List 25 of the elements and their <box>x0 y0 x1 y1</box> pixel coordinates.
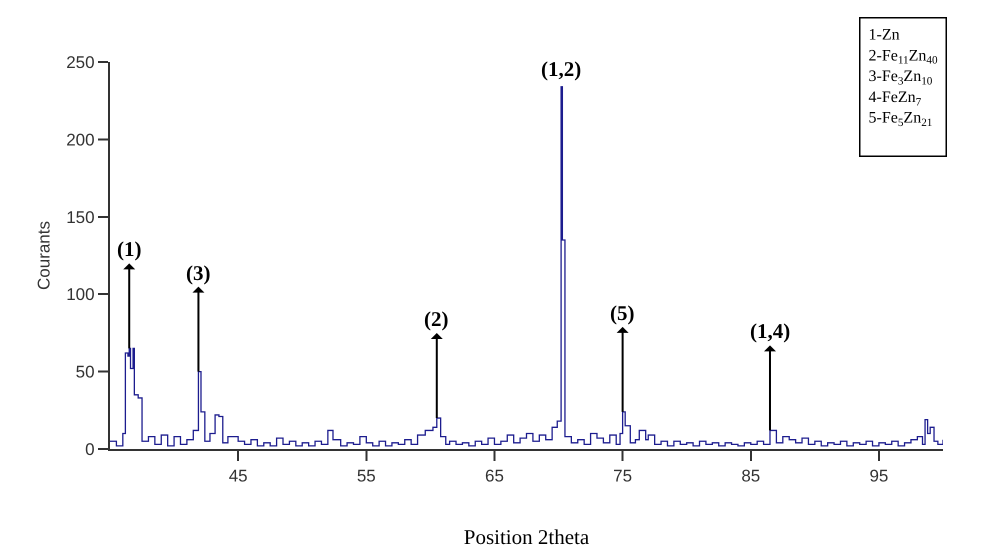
annotation: (2) <box>424 307 448 331</box>
annotation: (1) <box>117 237 142 261</box>
annotation: (3) <box>186 261 210 285</box>
x-tick-label: 45 <box>228 466 248 486</box>
annotation: (5) <box>610 301 634 325</box>
x-tick-label: 85 <box>741 466 760 486</box>
x-tick-label: 75 <box>613 466 632 486</box>
y-tick-label: 150 <box>66 208 95 227</box>
annotation: 2-Fe$_{11}$Zn$_{40}$ <box>868 47 938 67</box>
y-tick-label: 0 <box>85 440 95 459</box>
annotation: 4-FeZn$_{7}$ <box>868 88 922 108</box>
x-axis-title: Position 2theta <box>464 525 590 550</box>
y-axis-title: Courants <box>34 221 54 290</box>
annotation: (1,2) <box>541 57 582 81</box>
y-tick-label: 250 <box>66 52 95 72</box>
annotation: (1,4) <box>750 319 790 343</box>
text: 1-Zn <box>868 26 900 44</box>
y-tick-label: 200 <box>66 130 95 150</box>
annotation: 5-Fe$_{5}$Zn$_{21}$ <box>868 110 932 130</box>
y-tick-label: 100 <box>66 285 95 304</box>
x-tick-label: 95 <box>869 466 888 486</box>
x-tick-label: 55 <box>356 466 376 486</box>
y-tick-label: 50 <box>76 362 95 382</box>
x-tick-label: 65 <box>485 466 504 486</box>
annotation: 3-Fe$_{3}$Zn$_{10}$ <box>868 68 933 88</box>
